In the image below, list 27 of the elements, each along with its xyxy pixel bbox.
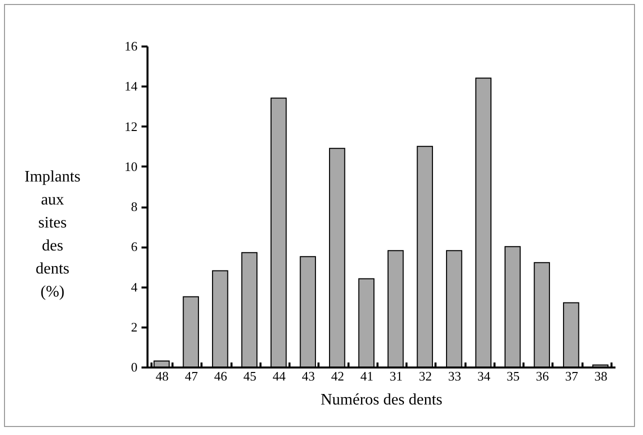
x-tick-label: 46	[214, 368, 228, 384]
y-tick-label: 10	[124, 158, 138, 174]
y-tick-label: 14	[124, 78, 138, 94]
y-tick-label: 0	[131, 360, 138, 374]
x-tick-label: 44	[272, 368, 286, 384]
x-axis-title: Numéros des dents	[320, 392, 442, 408]
x-tick-label: 43	[302, 368, 315, 384]
y-tick-label: 8	[131, 199, 138, 214]
x-tick-label: 38	[594, 368, 608, 384]
x-tick-label: 35	[506, 368, 520, 384]
x-tick-label: 45	[243, 368, 256, 384]
x-tick-label: 47	[184, 368, 198, 384]
y-tick-label: 16	[124, 38, 138, 54]
x-tick-label: 42	[331, 368, 344, 384]
x-tick-label: 41	[360, 368, 374, 384]
y-tick-label: 6	[131, 239, 138, 254]
y-tick-label: 12	[124, 118, 138, 134]
x-tick-label: 31	[390, 368, 403, 384]
x-tick-label: 34	[477, 368, 491, 384]
y-axis-title: Implants aux sites des dents (%)	[24, 168, 80, 300]
y-tick-label: 2	[131, 319, 138, 334]
x-tick-label: 36	[536, 368, 550, 384]
y-tick-label: 4	[131, 279, 138, 294]
x-tick-label: 32	[418, 368, 432, 384]
x-tick-label: 37	[565, 368, 579, 384]
x-tick-label: 48	[156, 368, 169, 384]
x-tick-label: 33	[448, 368, 462, 384]
